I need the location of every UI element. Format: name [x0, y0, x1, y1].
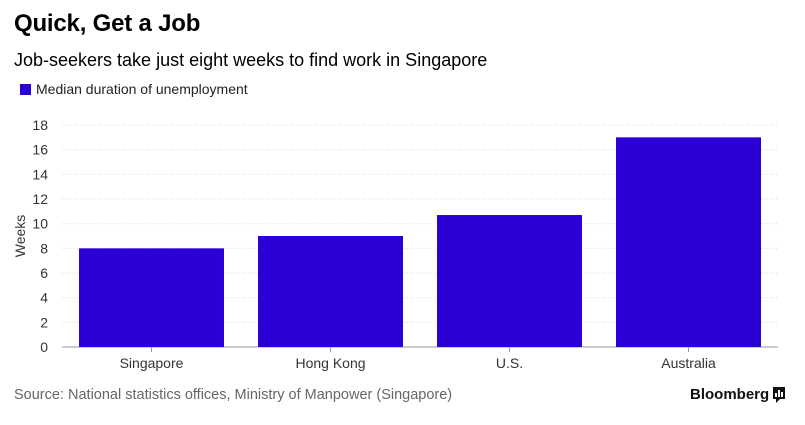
legend: Median duration of unemployment: [20, 81, 248, 97]
y-tick-label: 4: [40, 290, 48, 306]
x-tick-label: Australia: [661, 355, 716, 371]
y-tick-label: 16: [32, 142, 48, 158]
brand-name: Bloomberg: [690, 386, 770, 403]
legend-label: Median duration of unemployment: [36, 81, 248, 97]
bar-u-s: [437, 215, 582, 347]
x-tick-label: Hong Kong: [295, 355, 365, 371]
y-tick-label: 12: [32, 191, 48, 207]
y-tick-label: 8: [40, 240, 48, 256]
bar-singapore: [79, 248, 224, 347]
chart-title: Quick, Get a Job: [14, 10, 201, 37]
y-tick-label: 10: [32, 216, 48, 232]
bar-hong-kong: [258, 236, 403, 347]
bloomberg-mark-icon: [773, 386, 786, 403]
y-tick-label: 6: [40, 265, 48, 281]
y-tick-label: 0: [40, 339, 48, 355]
x-tick-label: Singapore: [120, 355, 184, 371]
y-tick-label: 2: [40, 314, 48, 330]
y-axis-label: Weeks: [12, 215, 28, 258]
bar-australia: [616, 137, 761, 347]
x-tick-label: U.S.: [496, 355, 523, 371]
source-note: Source: National statistics offices, Min…: [14, 387, 453, 403]
chart-subtitle: Job-seekers take just eight weeks to fin…: [14, 50, 488, 70]
y-tick-label: 18: [32, 117, 48, 133]
legend-swatch: [20, 83, 31, 95]
brand-logo: Bloomberg: [690, 386, 786, 403]
y-tick-label: 14: [32, 166, 48, 182]
